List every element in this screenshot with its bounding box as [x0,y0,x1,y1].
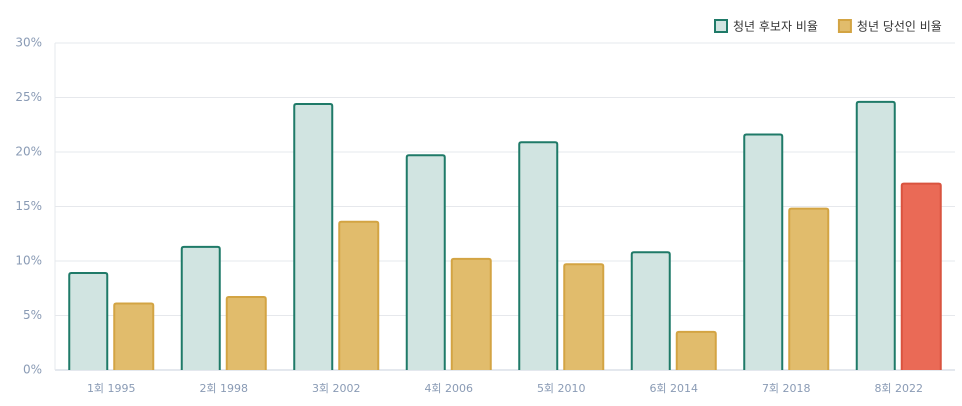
bar [788,207,830,370]
y-tick-label: 20% [15,145,42,159]
bar [225,295,267,370]
bar [518,141,559,370]
y-tick-label: 15% [15,199,42,213]
bar [293,103,334,370]
bar [900,182,942,370]
bar [675,330,717,370]
bar [563,263,605,370]
bar [68,271,109,370]
bar [338,220,380,370]
x-tick-label: 6회 2014 [649,382,698,395]
y-tick-label: 30% [15,36,42,50]
y-tick-label: 0% [23,363,42,377]
bar [855,100,896,370]
legend-label: 청년 당선인 비율 [857,20,942,34]
x-tick-label: 2회 1998 [199,382,248,395]
x-tick-label: 8회 2022 [874,382,923,395]
legend-label: 청년 후보자 비율 [733,20,818,34]
bar [405,154,446,370]
bar [180,245,221,370]
y-tick-label: 25% [15,90,42,104]
bar [450,257,492,370]
x-tick-label: 5회 2010 [537,382,586,395]
legend-swatch [714,19,728,33]
y-tick-label: 5% [23,308,42,322]
x-tick-label: 3회 2002 [312,382,361,395]
x-tick-label: 4회 2006 [424,382,473,395]
legend-swatch [837,19,852,33]
x-tick-label: 1회 1995 [87,382,136,395]
x-tick-label: 7회 2018 [762,382,811,395]
bar [113,302,155,370]
bar [743,133,784,370]
bar [630,251,671,370]
y-tick-label: 10% [15,254,42,268]
